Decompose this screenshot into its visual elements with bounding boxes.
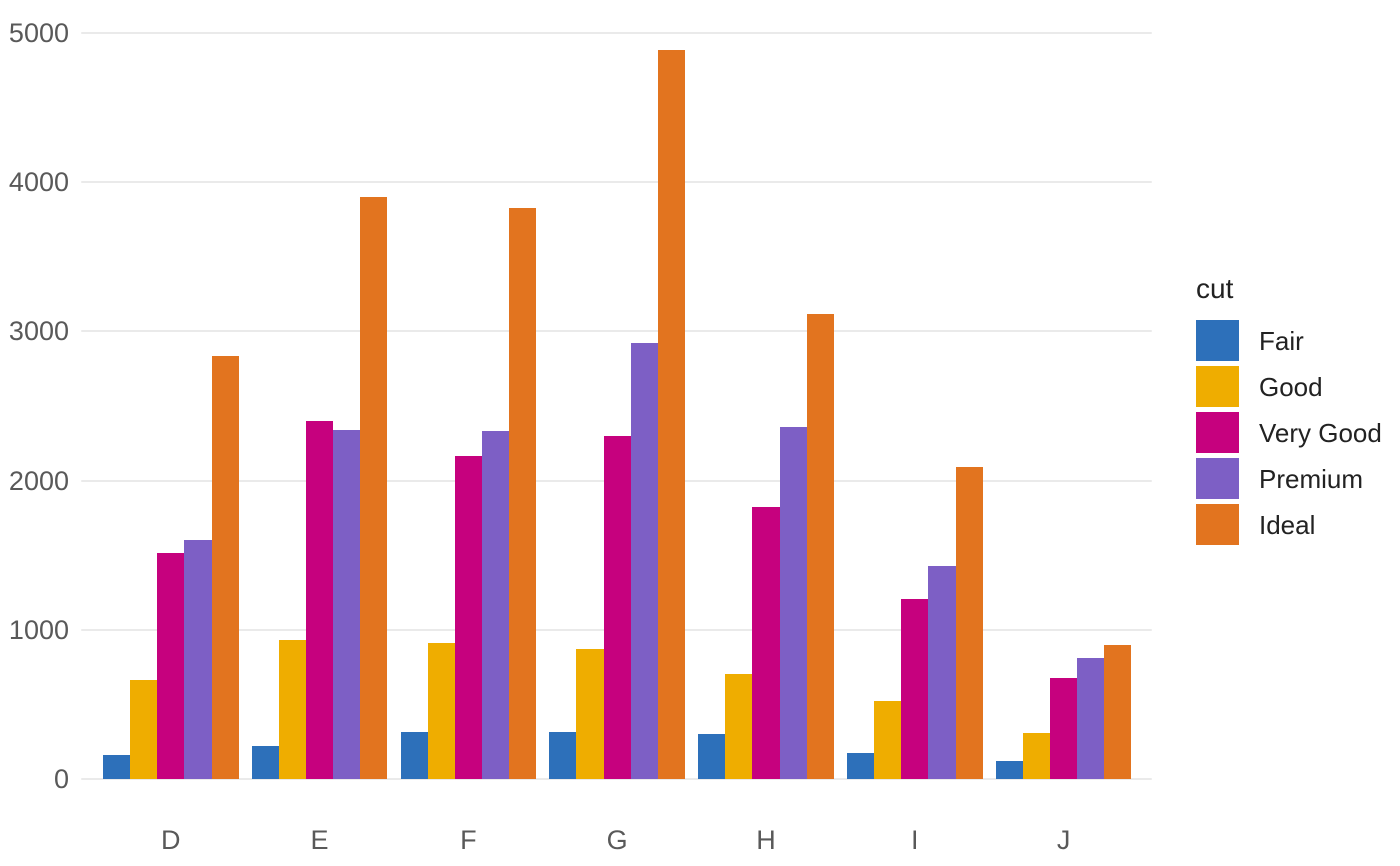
bar-j-fair (996, 761, 1023, 779)
bar-j-good (1023, 733, 1050, 779)
legend-swatch-good (1196, 366, 1239, 407)
legend-item-very-good: Very Good (1196, 412, 1382, 453)
bar-j-ideal (1104, 645, 1131, 779)
gridline-y-3000 (81, 330, 1152, 333)
y-tick-label: 3000 (8, 316, 69, 347)
legend-swatch-premium (1196, 458, 1239, 499)
bar-g-very-good (604, 435, 631, 779)
bar-g-good (576, 649, 604, 779)
gridline-y-0 (81, 778, 1152, 780)
bar-i-good (874, 701, 901, 779)
legend-item-premium: Premium (1196, 458, 1382, 499)
bar-d-good (130, 680, 157, 779)
x-tick-label-j: J (1056, 824, 1071, 855)
legend-item-ideal: Ideal (1196, 504, 1382, 545)
gridline-y-4000 (81, 181, 1152, 184)
bar-e-good (279, 639, 306, 779)
y-tick-label: 4000 (8, 167, 69, 198)
bar-f-ideal (509, 208, 536, 779)
bar-e-premium (333, 430, 360, 779)
bar-h-ideal (807, 314, 834, 779)
bar-e-fair (252, 745, 279, 779)
bar-e-very-good (306, 420, 333, 779)
legend-swatch-very-good (1196, 412, 1239, 453)
x-tick-label-h: H (756, 824, 776, 855)
legend-label: Fair (1259, 325, 1304, 356)
y-tick-label: 2000 (8, 465, 69, 496)
legend-item-fair: Fair (1196, 320, 1382, 361)
legend-label: Good (1259, 371, 1323, 402)
legend-swatch-fair (1196, 320, 1239, 361)
bar-h-very-good (752, 506, 780, 779)
y-tick-label: 1000 (8, 614, 69, 645)
bar-j-very-good (1050, 677, 1077, 779)
bar-e-ideal (360, 196, 387, 779)
legend-label: Premium (1259, 463, 1364, 494)
bar-j-premium (1077, 658, 1104, 779)
legend-label: Very Good (1259, 417, 1382, 448)
legend-items: Fair Good Very Good Premium Ideal (1196, 320, 1382, 545)
bar-f-premium (482, 431, 509, 779)
bar-f-fair (401, 732, 428, 779)
legend-swatch-ideal (1196, 504, 1239, 545)
bar-f-good (428, 643, 455, 779)
bar-i-premium (928, 565, 956, 779)
bar-d-very-good (157, 553, 184, 779)
bar-g-premium (631, 342, 658, 779)
bar-d-premium (184, 539, 212, 779)
bar-f-very-good (455, 456, 482, 779)
bar-h-premium (780, 426, 807, 779)
bar-i-fair (847, 752, 874, 779)
legend-label: Ideal (1259, 509, 1316, 540)
x-tick-label-e: E (310, 824, 329, 855)
x-tick-label-i: I (911, 824, 919, 855)
bar-d-fair (103, 754, 130, 779)
legend-title: cut (1196, 273, 1234, 304)
bar-i-ideal (956, 466, 983, 779)
bar-i-very-good (901, 599, 928, 779)
bar-g-ideal (658, 50, 685, 779)
gridline-y-5000 (81, 32, 1152, 34)
bar-d-ideal (212, 356, 239, 779)
legend: cut Fair Good Very Good Premium Ideal (1196, 272, 1382, 550)
y-tick-label: 5000 (8, 18, 69, 48)
y-tick-label: 0 (53, 764, 69, 794)
bar-h-fair (698, 733, 725, 779)
bar-g-fair (549, 732, 576, 779)
x-tick-label-g: G (606, 824, 628, 855)
legend-item-good: Good (1196, 366, 1382, 407)
bar-h-good (725, 674, 752, 779)
x-tick-label-f: F (460, 824, 477, 855)
x-tick-label-d: D (161, 824, 181, 855)
